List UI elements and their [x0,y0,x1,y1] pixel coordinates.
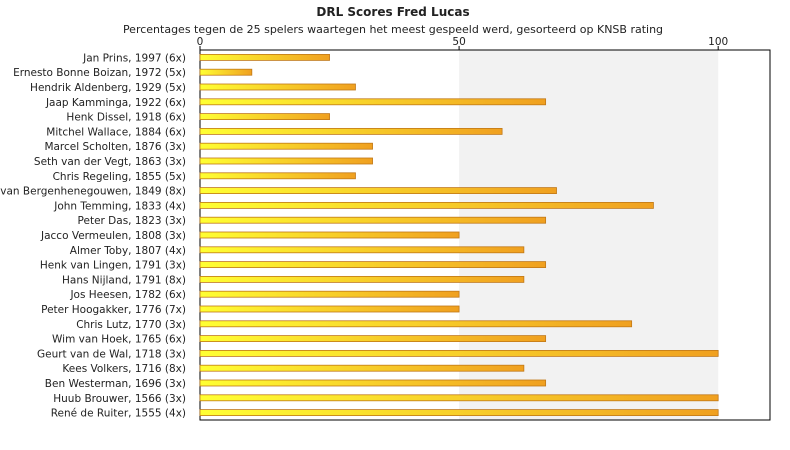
bar [199,305,460,313]
bar [199,246,525,254]
category-label: Jaap Kamminga, 1922 (6x) [45,97,186,109]
bar [199,335,547,343]
bar [199,127,503,135]
bar [199,275,525,283]
bar [199,113,330,120]
category-label: Jacco Vermeulen, 1808 (3x) [40,230,186,242]
category-label: Marcel Scholten, 1876 (3x) [44,141,186,153]
bar [199,394,719,402]
category-label: Ben Westerman, 1696 (3x) [45,378,186,390]
bar [199,231,460,239]
category-label: van Bergenhenegouwen, 1849 (8x) [0,186,186,198]
bar [199,216,547,224]
category-label: Ernesto Bonne Boizan, 1972 (5x) [13,67,186,79]
category-label: Chris Lutz, 1770 (3x) [76,319,186,331]
category-label: John Temming, 1833 (4x) [53,200,186,212]
category-label: Henk van Lingen, 1791 (3x) [40,260,186,272]
bar [199,68,253,76]
category-label: Jan Prins, 1997 (6x) [82,52,186,64]
category-label: Hans Nijland, 1791 (8x) [62,274,186,286]
bar [199,54,330,61]
chart-subtitle: Percentages tegen de 25 spelers waartege… [123,23,663,36]
bar [199,261,547,269]
bar [199,142,373,150]
category-label: Seth van der Vegt, 1863 (3x) [34,156,186,168]
category-label: Peter Das, 1823 (3x) [78,215,186,227]
bar [199,98,547,106]
category-label: Chris Regeling, 1855 (5x) [53,171,186,183]
plot-band [459,50,719,420]
bar [199,201,654,209]
bar [199,320,633,328]
bar [199,379,547,387]
category-label: Almer Toby, 1807 (4x) [70,245,186,257]
bar [199,172,356,180]
bar [199,187,557,195]
category-label: Geurt van de Wal, 1718 (3x) [37,348,186,360]
category-label: Jos Heesen, 1782 (6x) [69,289,186,301]
bar [199,290,460,298]
category-label: Wim van Hoek, 1765 (6x) [52,334,186,346]
bar [199,83,356,91]
x-tick-label: 50 [452,36,465,48]
category-label: Kees Volkers, 1716 (8x) [62,363,186,375]
x-tick-label: 0 [197,36,204,48]
bar [199,364,525,372]
category-label: Hendrik Aldenberg, 1929 (5x) [30,82,186,94]
category-label: Mitchel Wallace, 1884 (6x) [46,126,186,138]
category-label: Peter Hoogakker, 1776 (7x) [41,304,186,316]
category-label: René de Ruiter, 1555 (4x) [51,408,186,420]
category-label: Huub Brouwer, 1566 (3x) [53,393,186,405]
bar [199,349,719,357]
category-label: Henk Dissel, 1918 (6x) [66,112,186,124]
bar [199,409,719,417]
bar [199,157,373,165]
x-tick-label: 100 [708,36,728,48]
chart-title: DRL Scores Fred Lucas [316,5,469,19]
